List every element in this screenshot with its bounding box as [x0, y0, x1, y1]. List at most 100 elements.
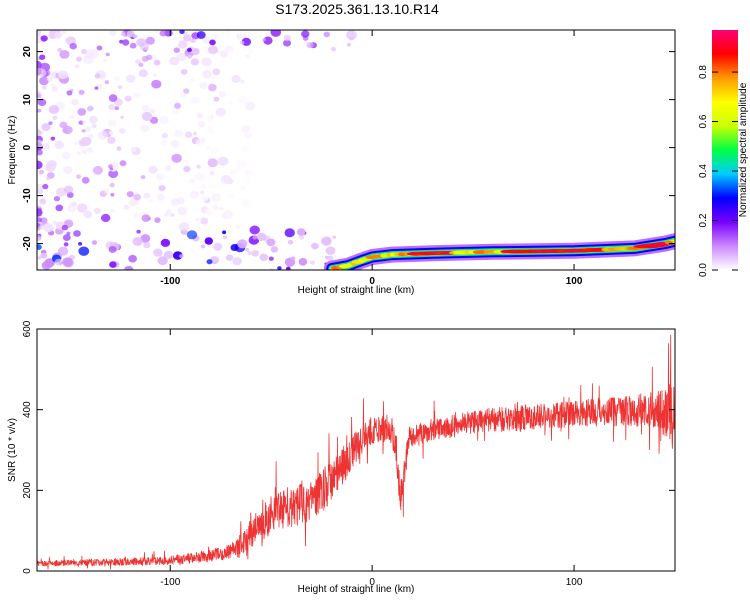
- noise-blob: [48, 121, 53, 125]
- noise-blob: [252, 235, 257, 240]
- noise-blob: [93, 207, 101, 214]
- noise-blob: [231, 75, 241, 83]
- noise-blob: [124, 265, 134, 270]
- noise-blob: [195, 218, 200, 221]
- noise-blob: [120, 32, 126, 37]
- noise-blob: [71, 99, 79, 106]
- noise-blob: [221, 211, 228, 217]
- noise-blob: [235, 158, 246, 168]
- x-tick-label: 100: [566, 577, 583, 588]
- noise-blob: [310, 260, 315, 265]
- noise-blob: [195, 138, 205, 147]
- noise-blob: [270, 246, 279, 253]
- noise-blob: [244, 164, 249, 169]
- noise-blob: [237, 239, 248, 249]
- noise-blob: [205, 145, 211, 150]
- noise-blob: [37, 203, 42, 208]
- noise-blob: [237, 30, 246, 35]
- y-tick-label: 200: [22, 482, 33, 499]
- noise-blob: [109, 182, 115, 188]
- noise-blob: [96, 45, 103, 51]
- noise-blob: [41, 143, 50, 151]
- noise-blob: [187, 54, 192, 59]
- noise-blob: [346, 30, 357, 40]
- noise-blob: [88, 134, 94, 139]
- noise-blob: [41, 123, 51, 132]
- noise-blob: [306, 42, 314, 49]
- noise-blob: [76, 151, 81, 155]
- noise-blob: [247, 48, 254, 54]
- noise-blob: [39, 54, 46, 60]
- noise-blob: [208, 83, 217, 92]
- noise-blob: [241, 199, 246, 203]
- noise-blob: [63, 166, 73, 175]
- noise-blob: [173, 146, 178, 151]
- noise-blob: [183, 34, 192, 42]
- noise-blob: [91, 123, 97, 129]
- noise-blob: [226, 178, 234, 185]
- noise-blob: [108, 246, 117, 253]
- noise-blob: [301, 30, 310, 38]
- noise-blob: [83, 210, 93, 219]
- noise-blob: [169, 56, 180, 66]
- noise-blob: [129, 42, 137, 49]
- noise-blob: [159, 115, 169, 125]
- noise-blob: [211, 75, 219, 82]
- noise-blob: [170, 213, 175, 217]
- noise-blob: [37, 30, 42, 37]
- noise-blob: [37, 67, 42, 76]
- noise-blob: [224, 45, 234, 54]
- noise-blob: [240, 79, 246, 84]
- spectrogram-x-axis-label: Height of straight line (km): [298, 285, 415, 296]
- noise-blob: [228, 101, 233, 105]
- noise-blob: [55, 204, 64, 212]
- noise-blob: [239, 40, 245, 45]
- noise-blob: [298, 258, 308, 266]
- noise-blob: [177, 206, 188, 216]
- noise-blob: [141, 214, 151, 223]
- colorbar-ramp: [712, 30, 738, 270]
- noise-blob: [232, 166, 242, 175]
- noise-blob: [160, 238, 171, 247]
- noise-blob: [37, 60, 42, 69]
- x-tick-label: 0: [369, 577, 375, 588]
- colorbar-label: Normalized spectral amplitude: [738, 82, 749, 217]
- noise-blob: [209, 39, 216, 46]
- noise-blob: [119, 160, 127, 167]
- noise-blob: [256, 232, 267, 241]
- noise-blob: [37, 208, 43, 217]
- noise-blob: [38, 169, 45, 175]
- noise-blob: [200, 184, 207, 189]
- noise-blob: [327, 255, 334, 261]
- noise-blob: [211, 34, 219, 40]
- noise-blob: [82, 120, 86, 124]
- noise-blob: [42, 183, 49, 190]
- noise-blob: [37, 244, 42, 250]
- noise-blob: [180, 69, 188, 75]
- noise-blob: [323, 31, 331, 38]
- noise-blob: [153, 248, 163, 257]
- noise-blob: [41, 85, 47, 90]
- noise-blob: [173, 47, 180, 53]
- noise-blob: [133, 212, 140, 218]
- noise-blob: [145, 36, 155, 45]
- noise-blob: [311, 242, 319, 250]
- noise-blob: [159, 30, 167, 37]
- noise-blob: [139, 43, 149, 51]
- noise-blob: [170, 140, 180, 148]
- noise-blob: [73, 141, 78, 145]
- noise-blob: [148, 165, 158, 174]
- noise-blob: [207, 45, 219, 55]
- noise-blob: [37, 217, 42, 223]
- noise-blob: [75, 56, 82, 62]
- colorbar-tick-label: 0.6: [698, 114, 709, 128]
- chart-title: S173.2025.361.13.10.R14: [275, 1, 439, 17]
- noise-blob: [183, 166, 191, 173]
- noise-blob: [37, 160, 43, 170]
- noise-blob: [43, 223, 54, 233]
- noise-blob: [38, 225, 43, 230]
- noise-blob: [197, 121, 206, 128]
- spectrogram-heatmap: [37, 30, 675, 270]
- snr-x-axis-label: Height of straight line (km): [298, 584, 415, 595]
- noise-blob: [163, 250, 174, 259]
